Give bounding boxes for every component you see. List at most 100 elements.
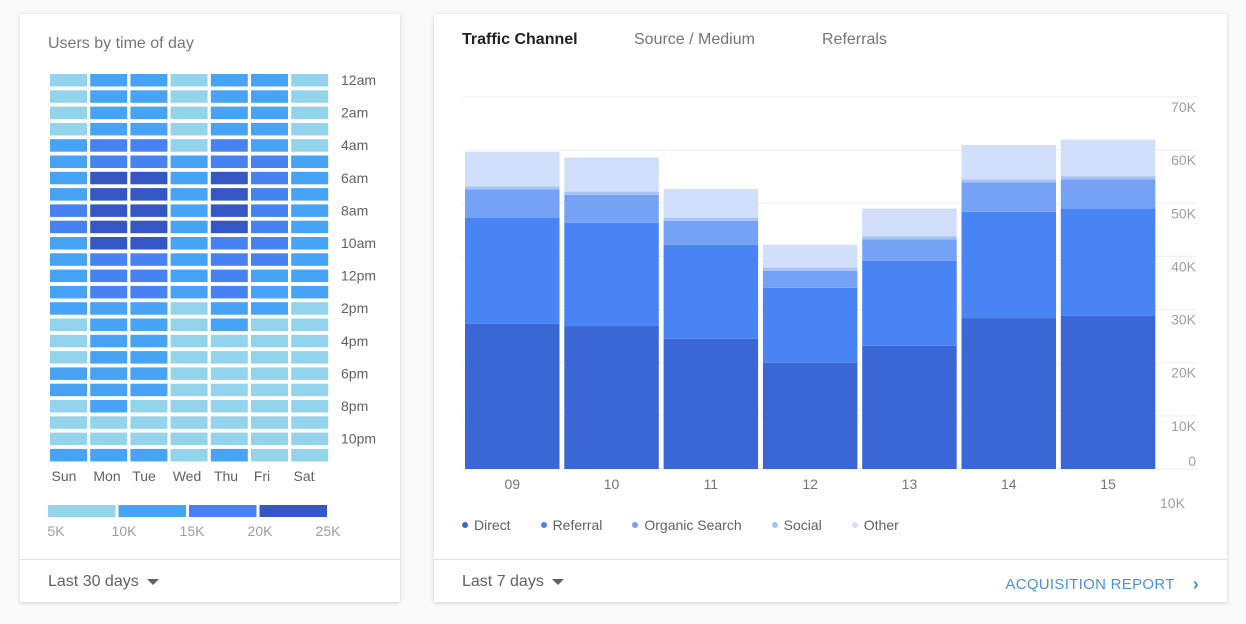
row-label: 4pm: [341, 333, 368, 349]
row-label: 2pm: [341, 300, 368, 316]
heatmap-cell: [251, 106, 288, 120]
legend-dot-icon: [632, 522, 639, 528]
legend-item: Referral: [540, 517, 602, 533]
heatmap-cell: [90, 237, 128, 250]
heatmap-cell: [50, 188, 87, 201]
heatmap-cell: [130, 302, 168, 315]
date-range-dropdown[interactable]: Last 30 days: [48, 573, 159, 591]
legend-dot-icon: [851, 522, 858, 528]
scale-label: 10K: [112, 523, 138, 539]
legend-dot-icon: [462, 522, 468, 528]
heatmap-cell: [210, 334, 248, 348]
x-tick-label: 15: [1100, 476, 1116, 492]
heatmap-cell: [291, 90, 329, 103]
tab-referrals[interactable]: Referrals: [822, 31, 887, 48]
legend-item: Social: [771, 517, 822, 533]
heatmap-cell: [130, 432, 168, 446]
day-label: Thu: [214, 468, 238, 484]
y-tick-label: 70K: [1171, 99, 1197, 115]
heatmap-cell: [291, 139, 329, 152]
y-tick-label: 50K: [1171, 205, 1197, 221]
heatmap-cell: [210, 74, 248, 87]
heatmap-cell: [291, 334, 329, 348]
heatmap-cell: [170, 74, 208, 87]
heatmap-cell: [90, 155, 128, 168]
heatmap-cell: [50, 139, 87, 152]
bar-segment-other: [961, 144, 1056, 180]
heatmap-cell: [50, 302, 87, 315]
bar-segment-referral: [1060, 208, 1156, 316]
heatmap-cell: [130, 400, 168, 413]
heatmap-cell: [50, 122, 87, 136]
heatmap-cell: [90, 416, 128, 429]
bar-segment-organic-search: [465, 189, 560, 218]
heatmap-cell: [50, 253, 87, 266]
heatmap-cell: [170, 367, 208, 380]
heatmap-cell: [210, 171, 248, 185]
bar-segment-social: [1060, 176, 1156, 180]
bar-segment-referral: [465, 217, 560, 324]
bar-segment-referral: [961, 211, 1056, 319]
heatmap-cell: [50, 90, 87, 103]
heatmap-cell: [170, 220, 208, 234]
chart-legend: Direct Referral Organic Search Social Other: [462, 517, 929, 533]
legend-label: Other: [863, 517, 899, 533]
x-tick-label: 12: [802, 476, 818, 492]
heatmap-cell: [50, 351, 87, 364]
heatmap-cell: [90, 318, 128, 331]
heatmap-cell: [251, 302, 288, 315]
heatmap-cell: [210, 285, 248, 299]
heatmap-cell: [291, 188, 329, 201]
heatmap-cell: [90, 188, 128, 201]
scale-swatch: [48, 505, 116, 517]
heatmap-cell: [50, 334, 87, 348]
heatmap-cell: [210, 106, 248, 120]
heatmap-cell: [130, 253, 168, 266]
bar-segment-other: [564, 157, 659, 192]
heatmap-cell: [90, 171, 128, 185]
heatmap-cell: [291, 432, 329, 446]
legend-dot-icon: [540, 522, 547, 528]
heatmap-cell: [251, 334, 288, 348]
heatmap-cell: [130, 106, 168, 120]
heatmap-cell: [210, 448, 248, 462]
y-tick-label: 40K: [1171, 258, 1197, 274]
heatmap-cell: [291, 122, 329, 136]
date-range-dropdown[interactable]: Last 7 days: [462, 573, 564, 591]
heatmap-cell: [291, 171, 329, 185]
heatmap-cell: [291, 74, 329, 87]
bar-segment-social: [961, 179, 1056, 183]
scale-label: 5K: [47, 523, 65, 539]
heatmap-cell: [170, 400, 208, 413]
report-link-label: ACQUISITION REPORT: [1005, 576, 1175, 593]
tab-source-medium[interactable]: Source / Medium: [634, 31, 755, 48]
row-label: 8pm: [341, 398, 368, 414]
tab-traffic-channel[interactable]: Traffic Channel: [462, 31, 578, 48]
acquisition-report-link[interactable]: ACQUISITION REPORT ›: [1005, 574, 1199, 595]
heatmap-cell: [291, 269, 329, 283]
heatmap-cell: [130, 237, 168, 250]
x-tick-label: 10: [604, 476, 620, 492]
heatmap-cell: [170, 122, 208, 136]
heatmap-cell: [170, 285, 208, 299]
heatmap-cell: [130, 367, 168, 380]
day-label: Tue: [132, 468, 156, 484]
heatmap-cell: [251, 204, 288, 217]
bar-segment-other: [1060, 139, 1156, 177]
heatmap-cell: [251, 448, 288, 462]
row-label: 12am: [341, 72, 376, 88]
heatmap-cell: [90, 285, 128, 299]
heatmap-cell: [130, 155, 168, 168]
heatmap-cell: [210, 237, 248, 250]
heatmap-cell: [130, 90, 168, 103]
y-tick-label: 0: [1188, 453, 1196, 469]
heatmap-cell: [291, 400, 329, 413]
legend-label: Direct: [474, 517, 511, 533]
bar-segment-social: [564, 191, 659, 195]
bar-segment-direct: [961, 318, 1056, 469]
heatmap-cell: [210, 383, 248, 397]
row-label: 12pm: [341, 268, 376, 284]
heatmap-cell: [251, 351, 288, 364]
scale-swatch: [259, 505, 327, 517]
date-range-label: Last 7 days: [462, 573, 544, 590]
